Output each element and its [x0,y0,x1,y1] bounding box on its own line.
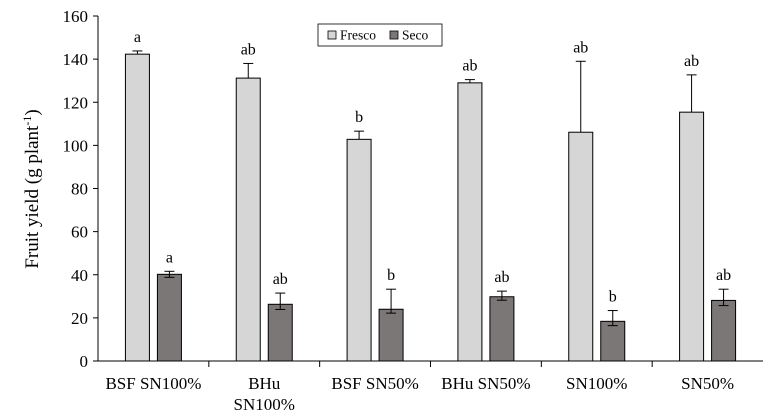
bars-group [124,50,737,362]
x-tick-label: BSF SN50% [331,374,418,393]
significance-letter: b [355,109,363,126]
y-axis-label: Fruit yield (g plant-1) [20,109,43,268]
bar-seco [489,296,515,362]
legend-label-fresco: Fresco [340,28,376,43]
significance-letter: ab [716,267,731,284]
significance-letter: ab [494,269,509,286]
bar-seco [711,299,737,362]
y-tick-label: 0 [80,352,89,371]
x-tick-label: SN50% [681,374,734,393]
y-tick-label: 160 [63,7,89,26]
x-tick-label: SN100% [566,374,627,393]
y-tick-label: 120 [63,93,89,112]
y-tick-label: 100 [63,136,89,155]
y-axis-label-close: ) [22,109,43,115]
legend-box [317,23,443,47]
y-tick-label: 140 [63,50,89,69]
legend-label-seco: Seco [402,28,428,43]
significance-letter: a [134,29,141,46]
x-tick-label: SN100% [234,395,295,414]
significance-letter: ab [462,58,477,75]
legend: Fresco Seco [317,23,443,47]
bar-seco [267,303,293,362]
significance-letter: b [387,267,395,284]
labels-group: BSF SN100% a a BHu SN100% ab ab BSF SN50% b b BHu … [105,29,734,414]
significance-letter: ab [241,41,256,58]
y-tick-label: 60 [71,223,88,242]
y-axis-label-exponent: -1 [20,116,34,126]
bar-fresco [679,111,705,362]
legend-swatch-seco [389,30,399,40]
x-tick-label: BHu SN50% [441,374,530,393]
bar-fresco [346,138,372,362]
y-axis-label-main: Fruit yield (g plant [22,125,43,269]
bar-fresco [124,53,150,362]
bar-seco [600,320,626,362]
bar-fresco [457,82,483,362]
y-tick-label: 20 [71,309,88,328]
axes-group: 0 20 40 60 80 100 120 140 160 [63,7,763,371]
bar-seco [378,308,404,362]
significance-letter: a [166,249,173,266]
y-tick-label: 80 [71,180,88,199]
x-tick-label: BSF SN100% [105,374,201,393]
legend-swatch-fresco [327,30,337,40]
significance-letter: ab [573,39,588,56]
y-tick-label: 40 [71,266,88,285]
bar-seco [156,273,182,362]
significance-letter: b [609,289,617,306]
x-tick-label: BHu [248,374,281,393]
bar-fresco [568,131,594,362]
significance-letter: ab [684,53,699,70]
bar-fresco [235,77,261,362]
significance-letter: ab [273,271,288,288]
